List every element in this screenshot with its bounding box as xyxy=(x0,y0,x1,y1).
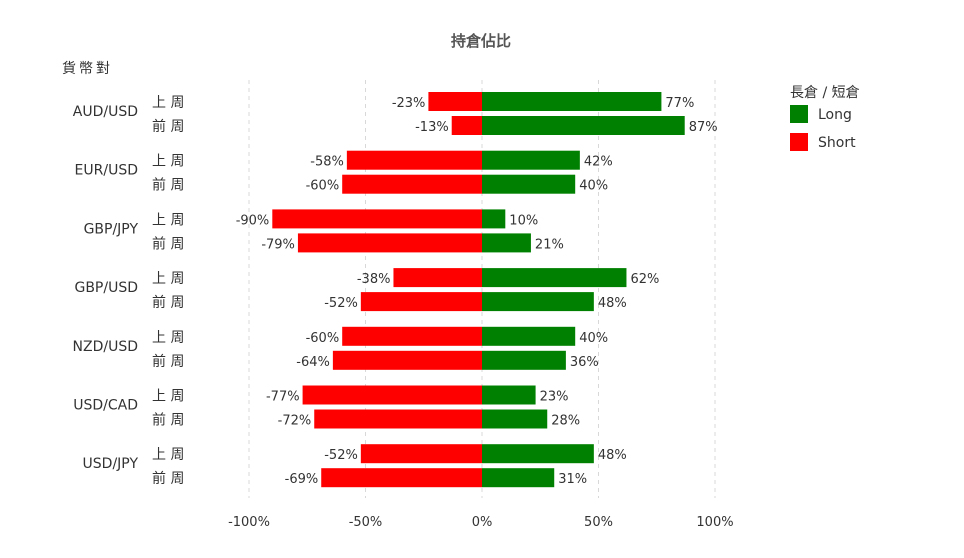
bar-long xyxy=(482,468,555,488)
bar-long xyxy=(482,268,627,288)
bar-long xyxy=(482,150,580,170)
bar-long xyxy=(482,350,566,370)
data-label-long: 23% xyxy=(540,390,569,405)
data-label-long: 40% xyxy=(579,179,608,194)
data-label-short: -38% xyxy=(357,272,391,287)
category-label: GBP/USD xyxy=(74,280,138,296)
data-label-long: 40% xyxy=(579,331,608,346)
data-label-short: -72% xyxy=(278,414,312,429)
period-label: 前 周 xyxy=(152,118,184,135)
bar-long xyxy=(482,209,506,229)
x-tick-label: -50% xyxy=(349,515,383,530)
data-label-short: -52% xyxy=(324,296,358,311)
legend-title: 長倉 / 短倉 xyxy=(790,85,860,101)
legend-entry: Long xyxy=(818,107,852,123)
bar-short xyxy=(428,92,482,111)
legend: 長倉 / 短倉 Long Short xyxy=(790,85,860,151)
period-label: 上 周 xyxy=(152,154,184,170)
period-label: 上 周 xyxy=(152,447,184,463)
period-label: 前 周 xyxy=(152,412,184,429)
bar-long xyxy=(482,233,531,253)
bar-long xyxy=(482,409,548,429)
period-label: 前 周 xyxy=(152,235,184,252)
bar-long xyxy=(482,326,576,346)
data-label-long: 42% xyxy=(584,155,613,170)
data-label-short: -60% xyxy=(306,179,340,194)
bar-short xyxy=(393,268,482,288)
period-label: 上 周 xyxy=(152,271,184,287)
bar-short xyxy=(360,292,482,312)
data-label-short: -79% xyxy=(261,237,295,252)
data-label-long: 48% xyxy=(598,448,627,463)
period-label: 前 周 xyxy=(152,294,184,311)
data-label-long: 21% xyxy=(535,237,564,252)
data-label-long: 36% xyxy=(570,355,599,370)
data-label-long: 31% xyxy=(558,472,587,487)
bar-long xyxy=(482,116,685,135)
bar-long xyxy=(482,444,594,464)
bar-long xyxy=(482,174,576,194)
period-label: 上 周 xyxy=(152,389,184,405)
bar-short xyxy=(272,209,482,229)
bar-short xyxy=(346,150,482,170)
bar-long xyxy=(482,292,594,312)
period-label: 上 周 xyxy=(152,95,184,111)
x-tick-label: -100% xyxy=(228,515,270,530)
data-label-short: -60% xyxy=(306,331,340,346)
chart-title: 持倉佔比 xyxy=(451,32,511,50)
bar-short xyxy=(314,409,482,429)
legend-entry: Short xyxy=(818,135,856,151)
data-label-short: -90% xyxy=(236,213,270,228)
x-tick-label: 100% xyxy=(696,515,733,530)
data-label-short: -58% xyxy=(310,155,344,170)
period-label: 前 周 xyxy=(152,470,184,487)
data-label-long: 77% xyxy=(665,96,694,111)
x-tick-label: 50% xyxy=(584,515,613,530)
data-label-long: 10% xyxy=(509,213,538,228)
legend-swatch xyxy=(790,105,808,123)
bar-short xyxy=(332,350,482,370)
grid-lines xyxy=(248,80,716,498)
data-label-short: -52% xyxy=(324,448,358,463)
data-label-long: 62% xyxy=(630,272,659,287)
period-label: 前 周 xyxy=(152,353,184,370)
data-label-long: 48% xyxy=(598,296,627,311)
x-tick-label: 0% xyxy=(472,515,493,530)
bar-short xyxy=(297,233,482,253)
category-label: AUD/USD xyxy=(73,104,138,120)
category-label: USD/JPY xyxy=(83,456,139,472)
data-label-short: -77% xyxy=(266,390,300,405)
data-label-long: 28% xyxy=(551,414,580,429)
category-label: USD/CAD xyxy=(73,398,138,414)
data-label-short: -23% xyxy=(392,96,426,111)
legend-swatch xyxy=(790,133,808,151)
bar-short xyxy=(342,174,482,194)
period-label: 上 周 xyxy=(152,212,184,228)
bar-long xyxy=(482,92,662,111)
bar-long xyxy=(482,385,536,405)
data-label-short: -64% xyxy=(296,355,330,370)
bar-short xyxy=(321,468,482,488)
bars: 77% -23% 87% -13% 42% -58% 40% -60% 10% -90% 21% -7… xyxy=(236,92,718,488)
category-label: EUR/USD xyxy=(75,163,138,179)
x-axis-ticks: -100% -50% 0% 50% 100% xyxy=(228,515,734,530)
category-label: NZD/USD xyxy=(73,339,138,355)
data-label-short: -69% xyxy=(285,472,319,487)
data-label-long: 87% xyxy=(689,120,718,135)
bar-short xyxy=(451,116,482,135)
data-label-short: -13% xyxy=(415,120,449,135)
period-label: 前 周 xyxy=(152,177,184,194)
y-axis-label: 貨幣對 xyxy=(62,60,113,77)
period-label: 上 周 xyxy=(152,330,184,346)
category-label: GBP/JPY xyxy=(84,221,139,237)
bar-short xyxy=(302,385,482,405)
bar-short xyxy=(360,444,482,464)
bar-short xyxy=(342,326,482,346)
